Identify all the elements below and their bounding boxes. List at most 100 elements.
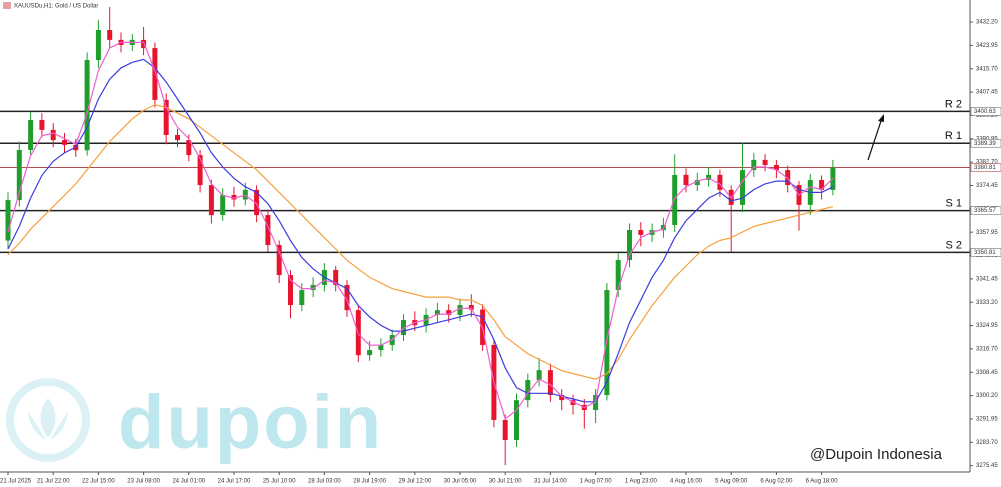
current-price-box — [970, 163, 1001, 172]
candle-body — [434, 310, 440, 315]
candle-body — [152, 48, 158, 100]
x-tick-label: 30 Jul 21:00 — [489, 479, 522, 485]
candle-body — [220, 194, 226, 216]
y-tick-label: 3415.70 — [976, 66, 998, 72]
candle-body — [50, 129, 56, 141]
candle-body — [344, 284, 350, 311]
candle-body — [175, 134, 180, 141]
x-tick-label: 24 Jul 01:00 — [172, 479, 205, 485]
y-tick-label: 3316.70 — [976, 346, 998, 352]
x-tick-label: 28 Jul 19:00 — [353, 479, 386, 485]
candle-body — [672, 174, 678, 225]
candle-body — [773, 164, 779, 171]
y-tick-label: 3324.95 — [976, 323, 998, 329]
y-tick-label: 3432.20 — [976, 20, 998, 26]
candle-body — [525, 380, 531, 401]
candle-body — [333, 269, 339, 285]
y-tick-label: 3283.70 — [976, 440, 998, 446]
candle-body — [615, 260, 621, 291]
x-tick-label: 5 Aug 09:00 — [715, 479, 748, 485]
moving-average — [7, 41, 834, 420]
candle-body — [186, 140, 192, 156]
candle-body — [208, 185, 214, 216]
x-tick-label: 1 Aug 23:00 — [625, 479, 658, 485]
x-tick-label: 6 Aug 02:00 — [760, 479, 793, 485]
candle-body — [310, 284, 316, 291]
x-tick-label: 31 Jul 14:00 — [534, 479, 567, 485]
candle-body — [570, 400, 576, 405]
x-tick-label: 22 Jul 15:00 — [82, 479, 115, 485]
arrow-head — [878, 114, 884, 122]
level-label: R 2 — [945, 98, 962, 110]
candle-body — [547, 370, 553, 396]
level-price-box — [970, 107, 1001, 116]
candle-body — [751, 159, 757, 171]
candle-body — [84, 59, 90, 151]
candle-body — [231, 194, 237, 200]
candle-body — [288, 275, 293, 306]
candle-body — [683, 174, 689, 186]
candle-body — [107, 29, 113, 40]
x-tick-label: 28 Jul 03:00 — [308, 479, 341, 485]
chart-title: XAUUSDu,H1: Gold / US Dollar — [14, 4, 98, 10]
credit: @Dupoin Indonesia — [810, 446, 943, 463]
moving-average — [7, 104, 834, 380]
candle-body — [446, 310, 452, 315]
y-tick-label: 3308.45 — [976, 370, 998, 376]
candle-body — [5, 200, 11, 241]
level-price: 3350.81 — [974, 250, 996, 256]
y-tick-label: 3407.45 — [976, 90, 998, 96]
symbol-icon — [3, 2, 11, 9]
candle-body — [593, 395, 599, 411]
x-tick-label: 30 Jul 05:00 — [444, 479, 477, 485]
candle-body — [254, 189, 260, 216]
level-price: 3365.57 — [974, 208, 996, 214]
y-tick-label: 3291.95 — [976, 417, 998, 423]
candle-body — [276, 245, 282, 276]
candle-body — [457, 305, 463, 315]
candle-body — [819, 179, 825, 190]
level-label: R 1 — [945, 130, 962, 142]
candle-body — [197, 155, 203, 186]
candle-body — [502, 419, 508, 441]
candle-body — [95, 29, 101, 60]
x-tick-label: 4 Aug 16:00 — [670, 479, 703, 485]
moving-average — [7, 58, 834, 403]
level-label: S 1 — [945, 198, 962, 210]
x-tick-label: 23 Jul 08:00 — [127, 479, 160, 485]
current-price-label: 3380.81 — [974, 165, 996, 171]
y-tick-label: 3300.20 — [976, 393, 998, 399]
candle-body — [694, 179, 700, 186]
x-tick-label: 1 Aug 07:00 — [580, 479, 613, 485]
x-tick-label: 29 Jul 12:00 — [398, 479, 431, 485]
level-price-box — [970, 248, 1001, 257]
candle-body — [28, 119, 34, 150]
y-tick-label: 3357.95 — [976, 230, 998, 236]
level-label: S 2 — [945, 239, 962, 251]
x-tick-label: 25 Jul 10:00 — [263, 479, 296, 485]
x-tick-label: 21 Jul 22:00 — [37, 479, 70, 485]
candle-body — [367, 350, 373, 356]
candle-body — [514, 400, 519, 441]
level-price-box — [970, 206, 1001, 215]
y-tick-label: 3275.45 — [976, 463, 998, 469]
level-price: 3389.39 — [974, 141, 996, 147]
plot — [0, 7, 970, 466]
x-tick-label: 24 Jul 17:00 — [218, 479, 251, 485]
candle-body — [468, 305, 474, 310]
y-tick-label: 3423.95 — [976, 43, 998, 49]
candle-body — [299, 290, 305, 306]
candle-body — [627, 230, 632, 261]
candle-body — [559, 395, 565, 401]
y-tick-label: 3399.20 — [976, 113, 998, 119]
y-tick-label: 3333.20 — [976, 300, 998, 306]
y-tick-label: 3341.45 — [976, 276, 998, 282]
arrow — [867, 117, 883, 161]
watermark: dupoin — [118, 380, 383, 465]
x-tick-label: 21 Jul 2025 — [0, 479, 32, 485]
y-tick-label: 3382.70 — [976, 160, 998, 166]
candle-body — [39, 119, 45, 130]
candle-body — [265, 215, 271, 246]
